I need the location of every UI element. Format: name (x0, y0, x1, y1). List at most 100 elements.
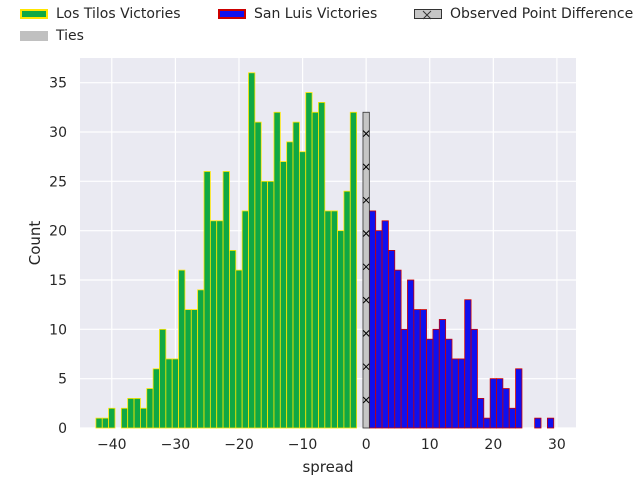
bar (152, 368, 160, 429)
bar (108, 407, 116, 429)
bars (95, 72, 555, 429)
bar (381, 220, 389, 429)
bar (209, 220, 218, 429)
bar (292, 121, 300, 429)
hatch-mark (362, 263, 370, 271)
bar (190, 309, 199, 429)
bar (254, 121, 262, 429)
bar (197, 289, 205, 429)
bar (311, 111, 319, 429)
x-tick-label: 10 (421, 437, 439, 453)
legend-label-ties: Ties (56, 28, 84, 44)
y-tick-label: 25 (49, 174, 67, 190)
x-tick-label: 30 (548, 437, 566, 453)
hatch-mark (362, 330, 370, 337)
legend-swatch-san-luis (218, 9, 246, 19)
bar (413, 309, 421, 429)
hatch-mark (362, 163, 370, 171)
y-tick-label: 15 (49, 273, 67, 289)
bar (451, 358, 459, 429)
hatch-mark (362, 296, 370, 304)
bar (165, 358, 173, 429)
legend-swatch-observed (414, 9, 442, 20)
bar (445, 338, 453, 429)
bar (273, 111, 281, 429)
bar (279, 161, 288, 429)
legend-label-los-tilos: Los Tilos Victories (56, 6, 181, 22)
bar (171, 358, 179, 429)
legend-item-san-luis: San Luis Victories (218, 6, 377, 22)
bar (483, 417, 491, 429)
y-tick-label: 5 (58, 372, 67, 388)
hatch-mark (362, 230, 370, 237)
bar (400, 328, 408, 429)
bar (318, 102, 326, 429)
bar (508, 407, 516, 429)
bar (515, 368, 523, 429)
bar (324, 210, 332, 429)
bar (260, 180, 268, 429)
bar (470, 328, 478, 429)
bar (534, 417, 542, 429)
bar (159, 328, 167, 429)
bar (305, 92, 313, 429)
bar (407, 279, 415, 429)
bar (248, 72, 256, 429)
bar (496, 378, 504, 429)
hatch-icon (422, 10, 432, 20)
bar (330, 210, 338, 429)
bar (286, 141, 294, 429)
bar (216, 220, 224, 429)
bar (432, 328, 440, 429)
hatch-mark (362, 396, 370, 404)
hatch-mark (362, 363, 370, 371)
legend-swatch-los-tilos (20, 9, 48, 19)
axis-ticks: −40 −30 −20 −10 0 10 20 30 0 5 10 15 20 25 30 35 (49, 76, 566, 453)
bar (298, 151, 307, 429)
bar (184, 309, 192, 429)
legend-swatch-ties (20, 31, 48, 41)
bar (477, 397, 485, 429)
x-tick-label: −10 (288, 437, 318, 453)
bar (203, 171, 211, 429)
bar (235, 269, 243, 429)
bar (146, 388, 154, 429)
legend: Los Tilos Victories San Luis Victories O… (0, 0, 640, 50)
bar (502, 388, 510, 429)
bar (267, 180, 275, 429)
hatch-mark (362, 130, 370, 137)
bar (438, 319, 447, 429)
bar (241, 210, 249, 429)
legend-label-observed: Observed Point Difference (450, 6, 634, 22)
bar (426, 338, 434, 429)
bar (178, 269, 186, 429)
y-tick-label: 20 (49, 224, 67, 240)
bar (120, 407, 129, 429)
bar (368, 210, 377, 429)
bar (457, 358, 466, 429)
bar (222, 171, 230, 429)
bar (95, 417, 103, 429)
x-tick-label: −30 (161, 437, 191, 453)
bar (133, 397, 141, 429)
bar (349, 111, 358, 429)
bar (375, 230, 383, 429)
y-tick-label: 10 (49, 322, 67, 338)
x-axis-label: spread (302, 458, 353, 476)
bar (127, 397, 135, 429)
bar (394, 269, 402, 429)
bar (140, 407, 148, 429)
bar (343, 190, 351, 429)
legend-item-los-tilos: Los Tilos Victories (20, 6, 181, 22)
bar (229, 249, 237, 429)
bar (388, 249, 396, 429)
y-axis-label: Count (26, 221, 44, 266)
bar (546, 417, 555, 429)
bar (464, 299, 472, 429)
hatch-mark (362, 196, 370, 204)
bar (419, 309, 427, 429)
bar (101, 417, 110, 429)
legend-label-san-luis: San Luis Victories (254, 6, 378, 22)
